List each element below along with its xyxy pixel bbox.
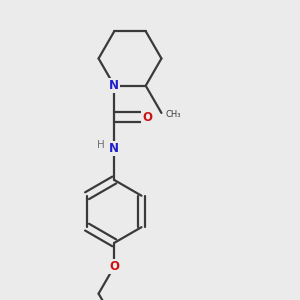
Text: O: O [109,260,119,273]
Text: N: N [109,142,119,155]
Text: CH₃: CH₃ [165,110,181,119]
Text: H: H [97,140,105,150]
Text: N: N [109,79,119,92]
Text: O: O [142,111,152,124]
